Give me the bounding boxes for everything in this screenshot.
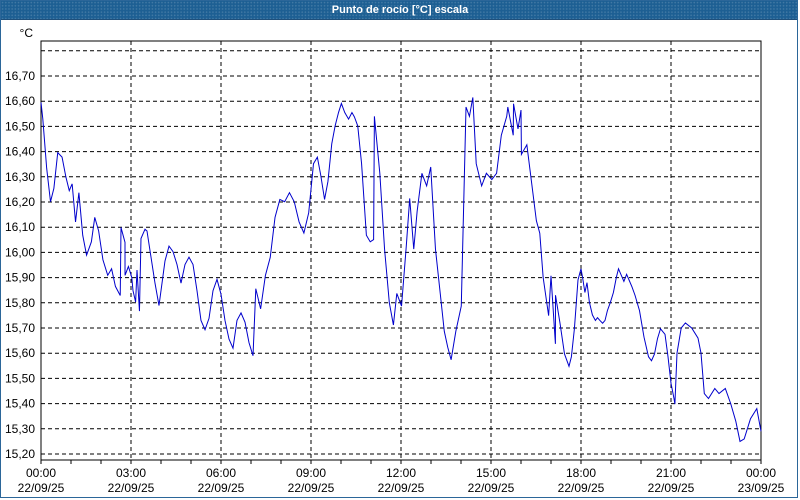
svg-text:16,00: 16,00 [5, 245, 35, 259]
svg-text:16,30: 16,30 [5, 170, 35, 184]
svg-text:21:00: 21:00 [656, 466, 686, 480]
svg-text:16,10: 16,10 [5, 220, 35, 234]
svg-text:16,60: 16,60 [5, 94, 35, 108]
svg-text:15,30: 15,30 [5, 422, 35, 436]
svg-text:15,20: 15,20 [5, 447, 35, 461]
svg-text:15,50: 15,50 [5, 371, 35, 385]
svg-text:18:00: 18:00 [566, 466, 596, 480]
svg-text:22/09/25: 22/09/25 [648, 481, 695, 495]
svg-text:15,40: 15,40 [5, 397, 35, 411]
svg-text:22/09/25: 22/09/25 [198, 481, 245, 495]
svg-text:03:00: 03:00 [116, 466, 146, 480]
svg-text:22/09/25: 22/09/25 [468, 481, 515, 495]
svg-text:22/09/25: 22/09/25 [558, 481, 605, 495]
svg-text:15:00: 15:00 [476, 466, 506, 480]
svg-text:16,40: 16,40 [5, 145, 35, 159]
svg-text:16,50: 16,50 [5, 119, 35, 133]
svg-text:15,60: 15,60 [5, 346, 35, 360]
svg-text:22/09/25: 22/09/25 [378, 481, 425, 495]
svg-text:16,20: 16,20 [5, 195, 35, 209]
svg-text:15,70: 15,70 [5, 321, 35, 335]
svg-text:06:00: 06:00 [206, 466, 236, 480]
svg-text:22/09/25: 22/09/25 [108, 481, 155, 495]
svg-text:15,90: 15,90 [5, 271, 35, 285]
svg-text:15,80: 15,80 [5, 296, 35, 310]
svg-text:00:00: 00:00 [746, 466, 776, 480]
svg-text:12:00: 12:00 [386, 466, 416, 480]
svg-text:22/09/25: 22/09/25 [288, 481, 335, 495]
svg-text:22/09/25: 22/09/25 [18, 481, 65, 495]
svg-text:00:00: 00:00 [26, 466, 56, 480]
svg-text:09:00: 09:00 [296, 466, 326, 480]
svg-text:16,70: 16,70 [5, 69, 35, 83]
svg-text:°C: °C [20, 26, 34, 40]
svg-text:23/09/25: 23/09/25 [738, 481, 785, 495]
